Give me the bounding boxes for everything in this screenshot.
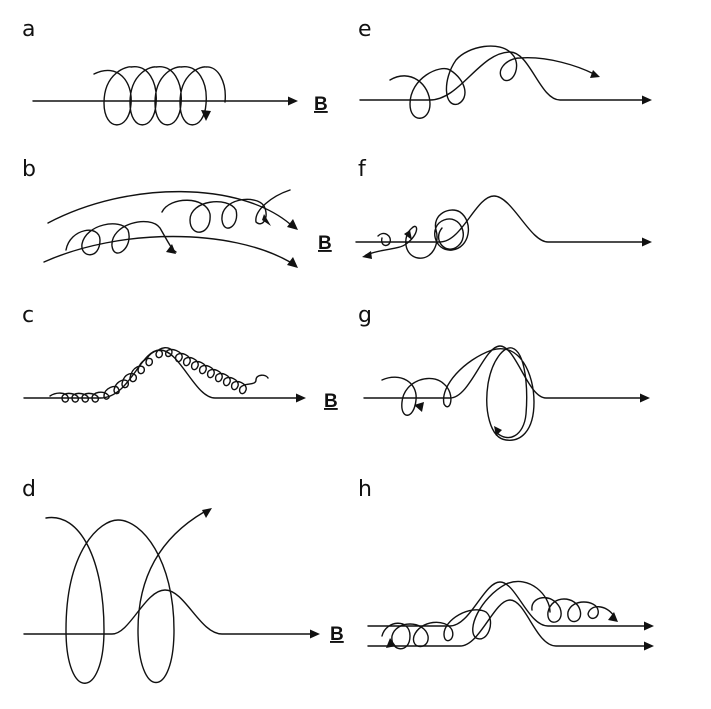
arrowhead-c-field: [296, 393, 306, 403]
arrowhead-g-particle: [414, 402, 424, 412]
arrowhead-h-upper: [644, 621, 654, 631]
trajectory-f: [365, 209, 470, 259]
panel-label-c: c: [22, 303, 34, 328]
arrowhead-b-particle-2: [262, 214, 271, 226]
arrowhead-d-field: [310, 629, 320, 639]
arrowhead-a-field: [288, 96, 298, 106]
trajectory-e: [389, 45, 595, 119]
panel-label-d: d: [22, 477, 36, 502]
field-line-d: [23, 589, 313, 635]
arrowhead-b-lower: [287, 257, 298, 268]
trajectory-g: [381, 347, 535, 441]
arrowhead-e-field: [642, 95, 652, 105]
trajectory-h: [381, 580, 615, 650]
field-label-d: B: [330, 624, 344, 645]
panel-e: e: [358, 17, 652, 119]
field-line-h-lower: [367, 599, 645, 647]
panel-label-h: h: [358, 477, 372, 502]
arrowhead-h-lower: [644, 641, 654, 651]
panel-label-b: b: [22, 157, 36, 182]
arrowhead-h-particle-right: [608, 612, 618, 622]
field-line-g: [363, 345, 643, 399]
arrowhead-f-field: [642, 237, 652, 247]
panel-c: c B: [22, 303, 338, 412]
arrowhead-a-particle: [201, 110, 211, 121]
field-label-a: B: [314, 94, 328, 115]
panel-f: f: [355, 157, 652, 259]
arrowhead-g-field: [640, 393, 650, 403]
arrowhead-b-particle: [166, 244, 176, 254]
field-label-b: B: [318, 233, 332, 254]
curved-field-line-b-lower: [43, 235, 291, 263]
panel-label-e: e: [358, 17, 372, 42]
field-line-h-upper: [367, 581, 645, 627]
panel-b: b B: [22, 157, 332, 268]
helix-trajectory-a: [93, 66, 226, 126]
drift-trajectory-b: [65, 189, 291, 256]
large-gyration-trajectory-d: [45, 511, 205, 684]
panel-label-a: a: [22, 17, 35, 42]
arrowhead-e-particle: [590, 70, 600, 78]
arrowhead-f-particle-left: [362, 251, 372, 259]
panel-d: d B: [22, 477, 344, 684]
arrowhead-b-upper: [287, 219, 298, 230]
panel-a: a B: [22, 17, 328, 126]
small-gyration-trajectory-c: [49, 347, 269, 403]
panel-label-f: f: [358, 157, 367, 182]
arrowhead-d-particle: [202, 508, 212, 518]
curved-field-line-b-upper: [47, 190, 291, 225]
field-label-c: B: [324, 391, 338, 412]
arrowhead-g-particle-2: [494, 426, 502, 436]
arrowhead-h-particle-left: [386, 638, 396, 648]
panel-g: g: [358, 303, 650, 441]
panel-h: h: [358, 477, 654, 651]
panel-label-g: g: [358, 303, 372, 328]
field-line-f: [355, 195, 645, 243]
arrowhead-f-particle-inner: [404, 230, 412, 240]
